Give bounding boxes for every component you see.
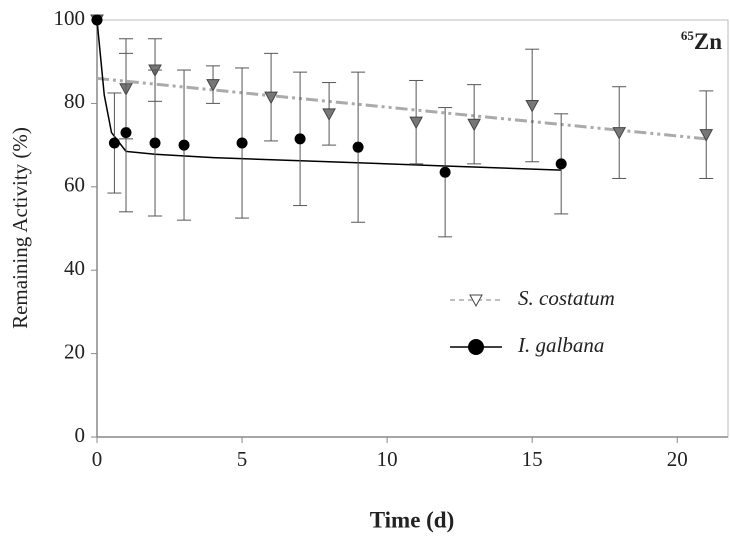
y-axis-label: Remaining Activity (%) <box>8 127 32 329</box>
y-tick-label: 40 <box>64 256 85 280</box>
data-point <box>555 158 567 170</box>
x-tick-label: 20 <box>667 447 688 471</box>
data-point <box>467 118 481 132</box>
x-tick-label: 15 <box>522 447 543 471</box>
data-point <box>699 129 714 142</box>
legend-marker <box>469 294 483 308</box>
y-tick-label: 100 <box>54 6 86 30</box>
annotation-mass: 65 <box>681 28 695 43</box>
y-tick-label: 80 <box>64 89 85 113</box>
y-tick-label: 60 <box>64 173 85 197</box>
legend-marker <box>468 339 484 355</box>
data-point <box>236 137 248 149</box>
x-tick-label: 5 <box>237 447 248 471</box>
x-tick-label: 10 <box>377 447 398 471</box>
data-point <box>409 116 423 130</box>
data-point <box>294 133 306 145</box>
data-point <box>352 141 364 153</box>
data-point <box>525 99 540 113</box>
data-point <box>264 91 278 105</box>
x-axis-label: Time (d) <box>370 507 455 532</box>
legend-label: S. costatum <box>518 286 615 310</box>
legend-label: I. galbana <box>517 333 604 357</box>
data-point <box>612 127 627 140</box>
y-tick-label: 0 <box>75 423 86 447</box>
data-point <box>149 137 161 149</box>
annotation-element: Zn <box>694 29 722 54</box>
data-point <box>178 139 190 151</box>
fit-line <box>96 76 707 141</box>
data-point <box>120 127 132 139</box>
annotation: 65Zn <box>681 28 722 54</box>
y-tick-label: 20 <box>64 339 85 363</box>
data-point <box>108 137 120 149</box>
data-point <box>322 108 336 121</box>
data-point <box>439 166 451 178</box>
data-point <box>91 14 103 26</box>
x-tick-label: 0 <box>92 447 103 471</box>
data-point <box>206 79 220 92</box>
